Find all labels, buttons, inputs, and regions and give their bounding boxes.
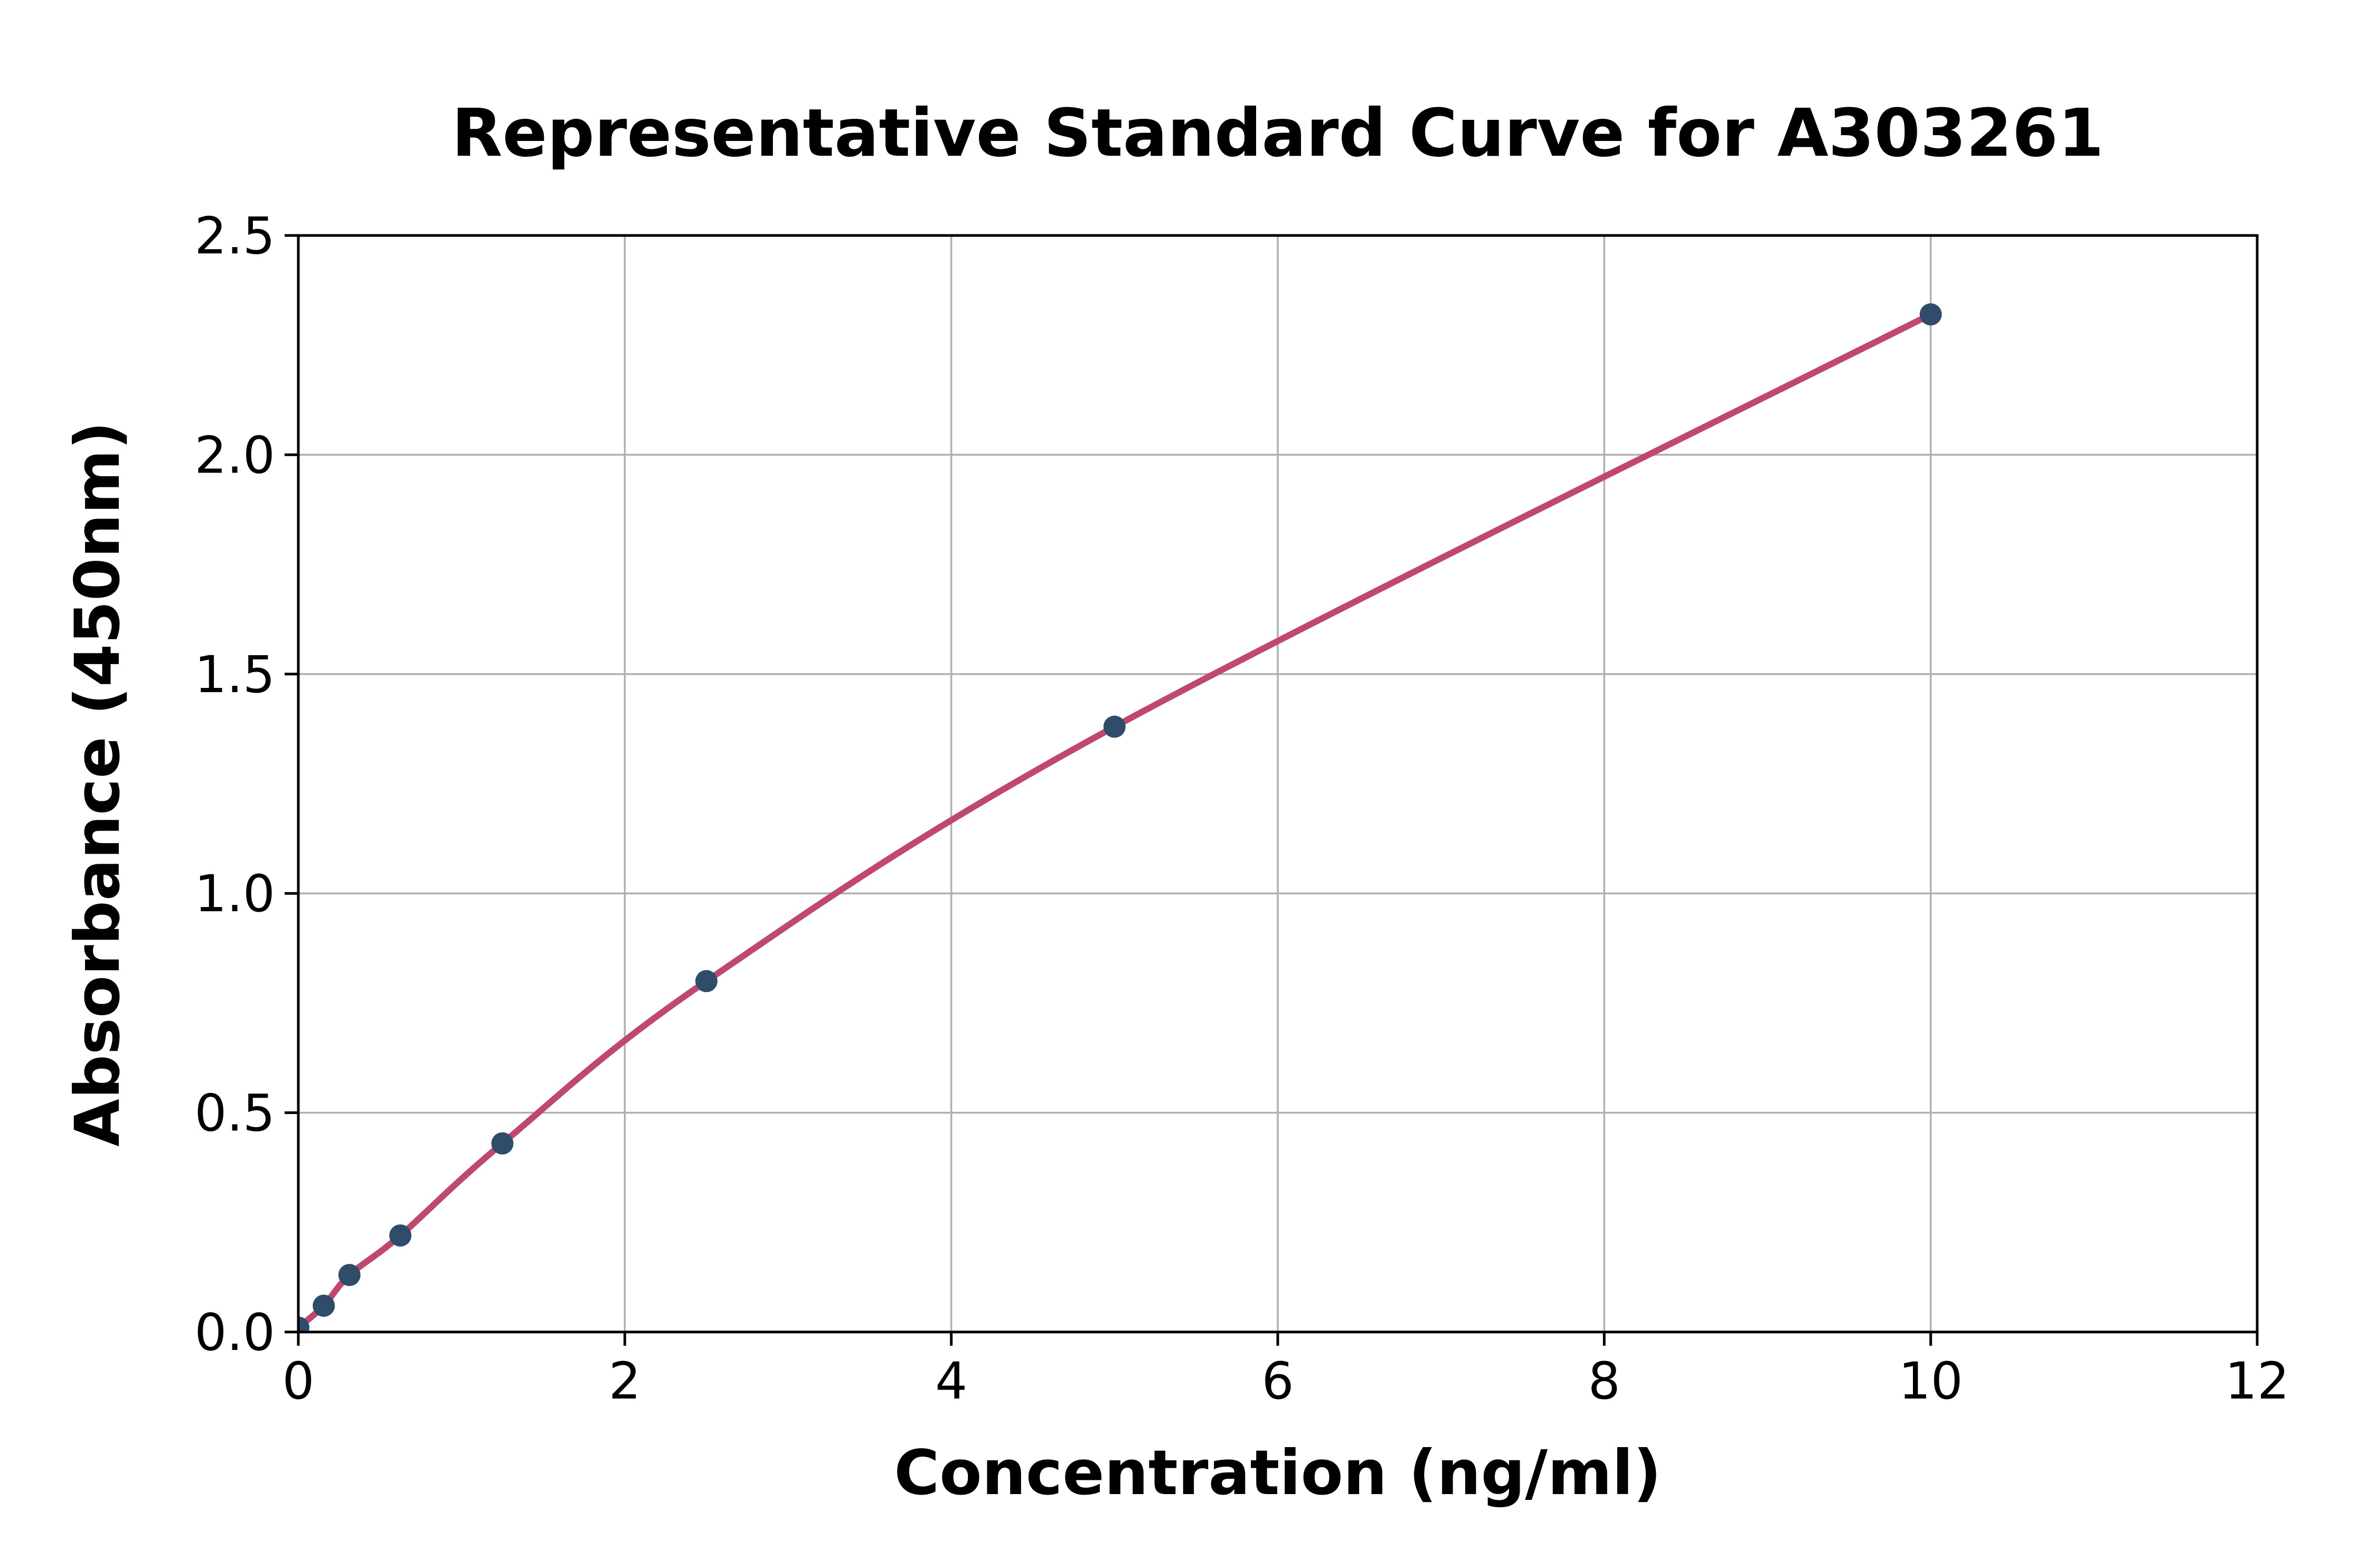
x-tick-label: 0 [282, 1352, 314, 1411]
data-point-marker [298, 1316, 309, 1332]
x-tick-label: 2 [609, 1352, 641, 1411]
x-tick-labels: 0 2 4 6 8 10 12 [282, 1352, 2289, 1411]
plot-border-spines [297, 234, 2259, 1334]
y-tick-labels: 0.0 0.5 1.0 1.5 2.0 2.5 [194, 206, 275, 1362]
y-tick-label: 2.0 [194, 426, 275, 485]
y-axis-label: Absorbance (450nm) [61, 421, 134, 1147]
x-axis-label: Concentration (ng/ml) [894, 1437, 1661, 1509]
y-tick-label: 0.5 [194, 1084, 275, 1143]
x-tick-label: 8 [1588, 1352, 1620, 1411]
y-tick-label: 1.0 [194, 864, 275, 923]
data-point-markers [298, 303, 1942, 1332]
x-tick-label: 4 [935, 1352, 967, 1411]
data-point-marker [338, 1264, 361, 1286]
data-point-marker [313, 1295, 335, 1317]
axis-tick-marks [285, 234, 2259, 1346]
data-point-marker [1919, 303, 1942, 326]
data-point-marker [491, 1132, 514, 1155]
chart-title: Representative Standard Curve for A30326… [451, 95, 2104, 172]
x-tick-label: 6 [1261, 1352, 1294, 1411]
standard-curve-line [298, 311, 1934, 1331]
y-tick-label: 0.0 [194, 1303, 275, 1362]
data-point-marker [1103, 715, 1126, 738]
data-point-marker [695, 970, 718, 993]
data-point-marker [389, 1224, 412, 1247]
y-tick-label: 1.5 [194, 645, 275, 704]
y-tick-label: 2.5 [194, 206, 275, 266]
x-tick-label: 12 [2225, 1352, 2289, 1411]
gridlines [298, 235, 2257, 1332]
x-tick-label: 10 [1899, 1352, 1963, 1411]
